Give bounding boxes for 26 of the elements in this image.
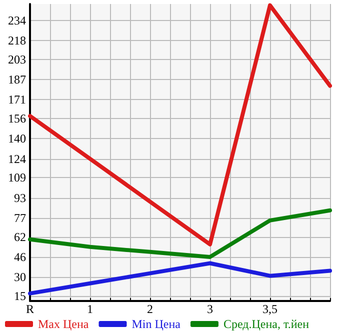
y-tick-label: 156 xyxy=(8,112,26,126)
y-tick-label: 203 xyxy=(8,52,26,66)
y-tick-label: 187 xyxy=(8,72,26,87)
y-tick-label: 15 xyxy=(14,288,26,303)
y-tick-label: 109 xyxy=(8,170,26,185)
line-series xyxy=(28,208,332,259)
y-tick-label: 140 xyxy=(8,132,26,146)
y-tick-label: 93 xyxy=(14,190,26,205)
y-tick-label: 46 xyxy=(14,250,26,264)
line-series xyxy=(28,261,332,296)
legend-label: Сред.Цена, т.йен xyxy=(223,317,310,331)
y-tick-label: 30 xyxy=(14,270,26,284)
y-tick-label: 77 xyxy=(14,210,26,225)
y-tick-label: 218 xyxy=(8,33,26,48)
x-tick-label: 2 xyxy=(147,302,153,316)
line-series xyxy=(28,3,332,246)
legend-label: Max Цена xyxy=(38,317,90,331)
legend-label: Min Цена xyxy=(132,317,182,331)
y-tick-label: 124 xyxy=(8,152,26,166)
x-tick-label: 1 xyxy=(87,302,93,316)
x-tick-label: 3,5 xyxy=(262,302,278,316)
x-tick-label: R xyxy=(26,302,34,316)
y-tick-label: 171 xyxy=(8,92,26,107)
x-tick-label: 3 xyxy=(207,302,213,316)
y-tick-label: 62 xyxy=(14,230,26,244)
y-tick-label: 234 xyxy=(8,13,26,28)
